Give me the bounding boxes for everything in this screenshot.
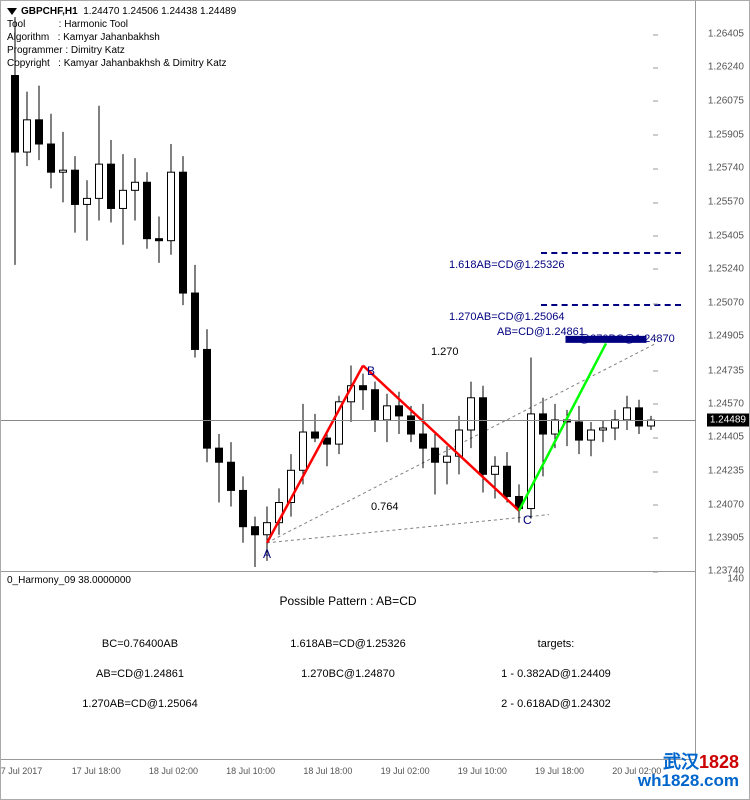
pattern-title: Possible Pattern : AB=CD [1,594,695,608]
chart-annotation: C [523,513,532,527]
pattern-info-grid: BC=0.76400AB 1.618AB=CD@1.25326 targets: AB… [1,638,695,710]
chart-annotation: A [263,547,271,561]
time-tick: 18 Jul 02:00 [149,766,198,776]
time-tick: 17 Jul 18:00 [72,766,121,776]
price-axis: 1.26405 1.26240 1.26075 1.25905 1.25740 1.255… [694,1,749,571]
chart-text-label: AB=CD@1.24861 [497,326,585,338]
pattern-info-cell: 1.270AB=CD@1.25064 [41,698,239,710]
price-tick: 1.24235 [708,466,744,477]
price-tick: 1.23905 [708,532,744,543]
chart-text-label: @270BC@1.24870 [579,333,675,345]
price-tick: 1.25570 [708,197,744,208]
price-tick: 1.25405 [708,230,744,241]
time-tick: 19 Jul 18:00 [535,766,584,776]
pattern-info-cell: 1.270BC@1.24870 [249,668,447,680]
time-tick: 18 Jul 18:00 [303,766,352,776]
chart-container: GBPCHF,H1 1.24470 1.24506 1.24438 1.2448… [0,0,750,800]
price-tick: 1.25070 [708,298,744,309]
pattern-info-cell: AB=CD@1.24861 [41,668,239,680]
pattern-info-cell: 1.618AB=CD@1.25326 [249,638,447,650]
pattern-info-cell: 1 - 0.382AD@1.24409 [457,668,655,680]
indicator-subpanel: 0_Harmony_09 38.0000000 Possible Pattern… [1,571,696,761]
current-price-label: 1.24489 [707,414,749,427]
time-tick: 17 Jul 2017 [0,766,42,776]
chart-svg [1,1,696,571]
price-tick: 1.24905 [708,331,744,342]
price-tick: 1.25240 [708,263,744,274]
fib-level-line [541,252,681,254]
price-tick: 1.26075 [708,95,744,106]
chart-annotation: B [367,364,375,378]
chart-canvas[interactable]: GBPCHF,H1 1.24470 1.24506 1.24438 1.2448… [1,1,696,571]
fib-level-label: 1.270AB=CD@1.25064 [449,311,564,323]
pattern-info-cell: targets: [457,638,655,650]
price-tick: 1.24570 [708,398,744,409]
price-tick: 1.25740 [708,163,744,174]
time-axis: 17 Jul 2017 17 Jul 18:00 18 Jul 02:00 18 Ju… [1,759,696,799]
pattern-info-cell: 2 - 0.618AD@1.24302 [457,698,655,710]
price-tick: 1.24070 [708,499,744,510]
price-tick: 1.26405 [708,29,744,40]
time-tick: 19 Jul 02:00 [381,766,430,776]
indicator-header: 0_Harmony_09 38.0000000 [7,575,131,586]
fib-level-line [541,304,681,306]
pattern-info-cell [249,698,447,710]
indicator-tick: 140 [727,574,744,585]
pattern-info-cell: BC=0.76400AB [41,638,239,650]
chart-text-label: 0.764 [371,501,399,513]
watermark: 武汉1828 wh1828.com [638,753,739,791]
fib-level-label: 1.618AB=CD@1.25326 [449,259,564,271]
price-tick: 1.26240 [708,62,744,73]
price-tick: 1.24405 [708,432,744,443]
chart-text-label: 1.270 [431,346,459,358]
price-tick: 1.24735 [708,365,744,376]
indicator-yaxis: 140 [694,571,749,761]
price-tick: 1.25905 [708,129,744,140]
main-chart-area[interactable]: GBPCHF,H1 1.24470 1.24506 1.24438 1.2448… [1,1,749,571]
time-tick: 19 Jul 10:00 [458,766,507,776]
time-tick: 18 Jul 10:00 [226,766,275,776]
